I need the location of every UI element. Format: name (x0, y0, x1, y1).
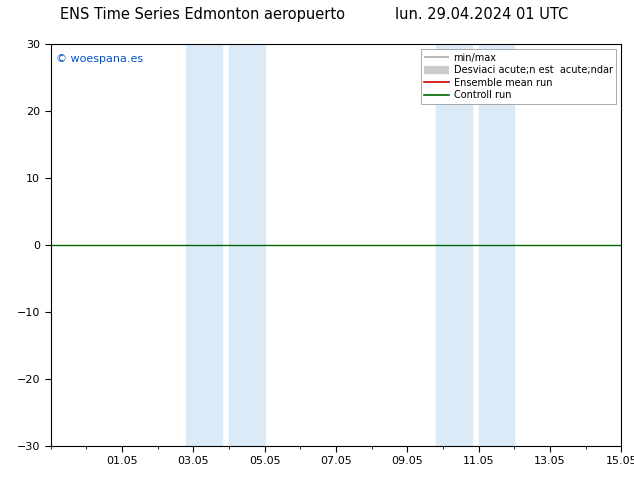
Text: lun. 29.04.2024 01 UTC: lun. 29.04.2024 01 UTC (395, 7, 569, 22)
Bar (229, 44, 264, 446)
Bar (436, 44, 472, 446)
Legend: min/max, Desviaci acute;n est  acute;ndar, Ensemble mean run, Controll run: min/max, Desviaci acute;n est acute;ndar… (420, 49, 616, 104)
Bar (479, 44, 514, 446)
Text: © woespana.es: © woespana.es (56, 54, 143, 64)
Bar (186, 44, 222, 446)
Text: ENS Time Series Edmonton aeropuerto: ENS Time Series Edmonton aeropuerto (60, 7, 346, 22)
